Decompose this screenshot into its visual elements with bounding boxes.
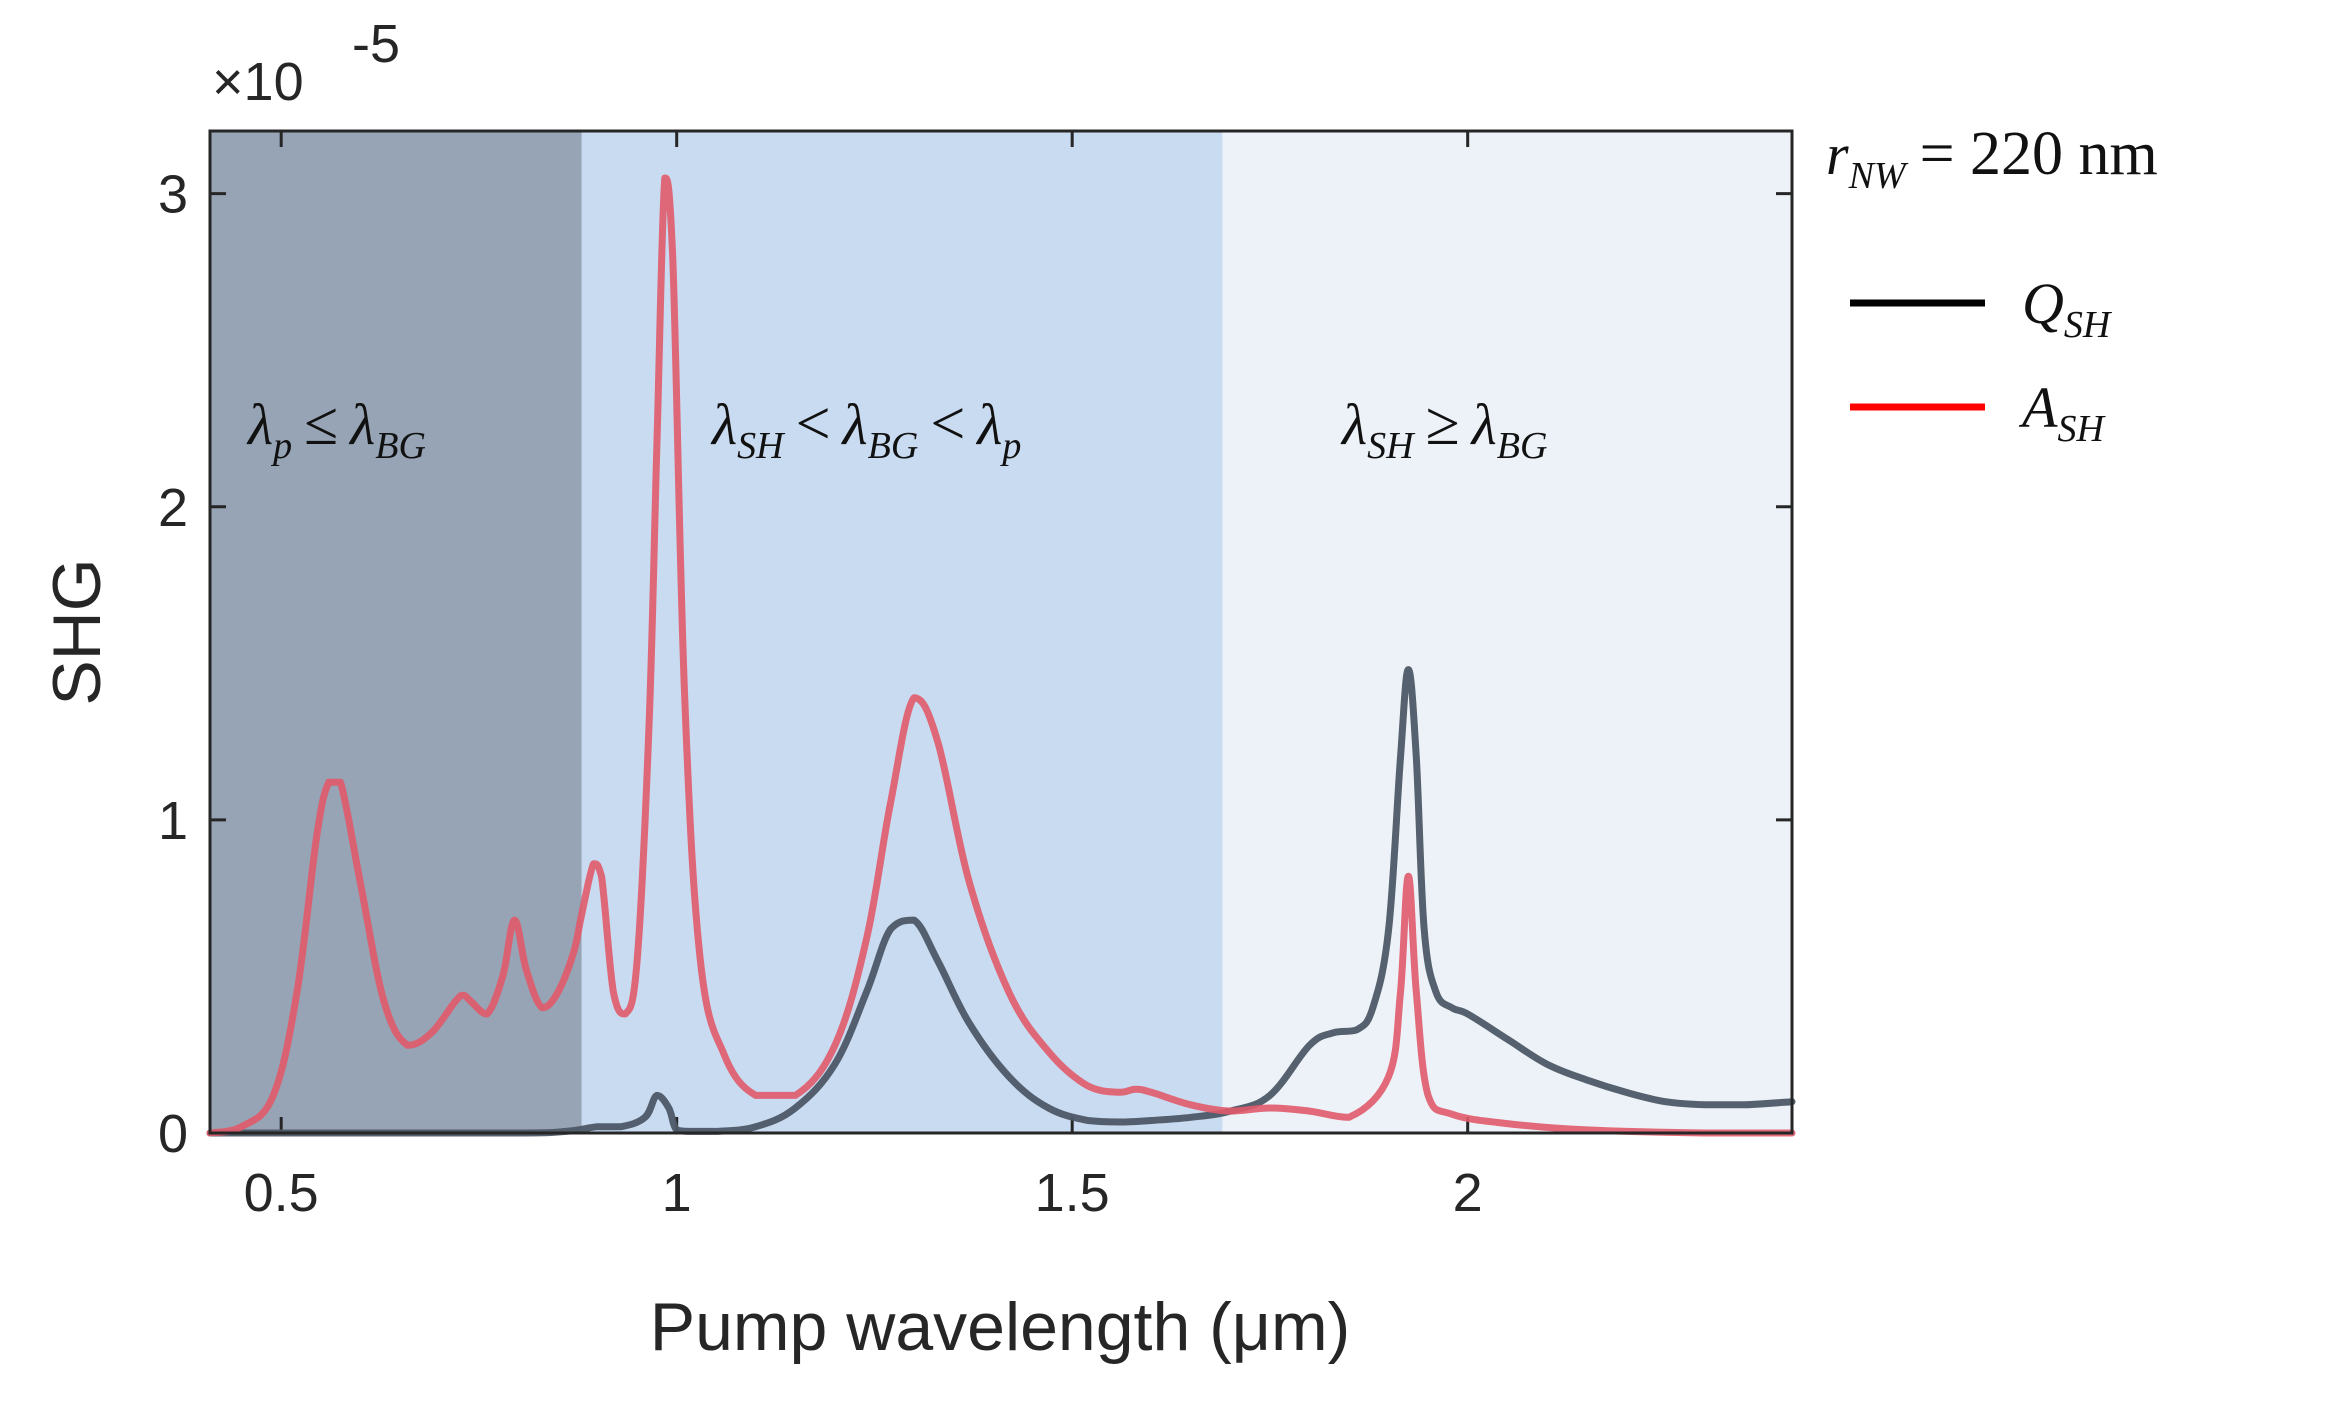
legend-title: rNW = 220 nm <box>1826 120 2158 197</box>
shaded-regions <box>210 131 1792 1133</box>
region-label-transparent: λSH ≥ λBG <box>1340 390 1547 467</box>
series-line-q-sh <box>206 666 1796 1137</box>
x-tick-label: 1 <box>662 1163 692 1223</box>
legend-entry-q: QSH <box>2022 271 2113 346</box>
plot-frame <box>208 129 1794 1135</box>
y-tick-label: 3 <box>158 165 188 225</box>
y-tick-label: 0 <box>158 1104 188 1164</box>
region-absorbing <box>210 131 582 1133</box>
region-labels: λp ≤ λBG λSH < λBG < λp λSH ≥ λBG <box>246 390 1547 467</box>
x-tick-label: 2 <box>1453 1163 1483 1223</box>
region-transparent <box>1222 131 1792 1133</box>
series-line-a-sh <box>206 174 1796 1137</box>
y-exponent: ×10 -5 <box>212 14 400 112</box>
region-label-intermediate: λSH < λBG < λp <box>710 390 1021 467</box>
svg-text:×10: ×10 <box>212 52 304 112</box>
data-series <box>206 174 1796 1137</box>
legend-entry-a: ASH <box>2018 375 2106 450</box>
y-axis-label: SHG <box>39 558 115 705</box>
region-label-absorbing: λp ≤ λBG <box>246 390 426 467</box>
x-tick-label: 1.5 <box>1035 1163 1110 1223</box>
x-tick-label: 0.5 <box>244 1163 319 1223</box>
legend: rNW = 220 nm QSH ASH <box>1826 120 2158 450</box>
svg-text:-5: -5 <box>352 14 400 74</box>
y-tick-labels: 0 1 2 3 <box>158 165 188 1164</box>
y-tick-label: 1 <box>158 791 188 851</box>
x-tick-labels: 0.5 1 1.5 2 <box>244 1163 1483 1223</box>
region-intermediate <box>581 131 1223 1133</box>
x-axis-label: Pump wavelength (μm) <box>650 1289 1351 1365</box>
y-tick-label: 2 <box>158 478 188 538</box>
